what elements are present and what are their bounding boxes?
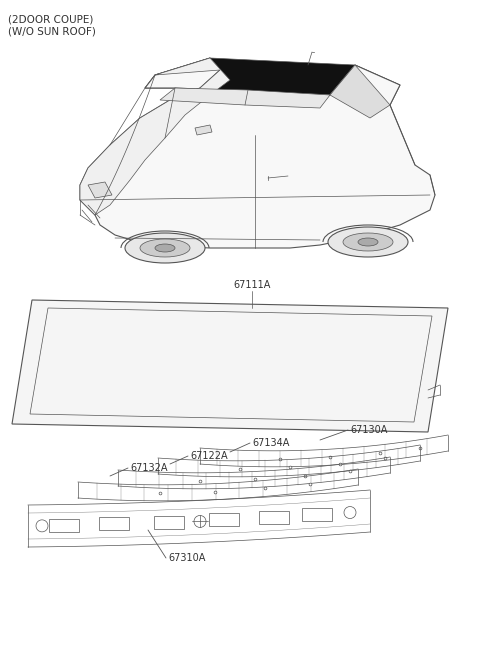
Bar bbox=[99, 518, 129, 531]
Polygon shape bbox=[330, 65, 400, 105]
Polygon shape bbox=[80, 58, 230, 215]
Bar bbox=[154, 516, 184, 529]
Circle shape bbox=[344, 506, 356, 518]
Polygon shape bbox=[330, 65, 390, 118]
Text: 67310A: 67310A bbox=[168, 553, 205, 563]
Text: (2DOOR COUPE): (2DOOR COUPE) bbox=[8, 14, 94, 24]
Circle shape bbox=[36, 520, 48, 532]
Ellipse shape bbox=[328, 227, 408, 257]
Ellipse shape bbox=[125, 233, 205, 263]
Text: 67122A: 67122A bbox=[190, 451, 228, 461]
Polygon shape bbox=[145, 58, 210, 88]
Polygon shape bbox=[12, 300, 448, 432]
Bar bbox=[259, 510, 289, 523]
Text: 67111A: 67111A bbox=[233, 280, 271, 290]
Ellipse shape bbox=[155, 244, 175, 252]
Text: 67134A: 67134A bbox=[252, 438, 289, 448]
Text: 67132A: 67132A bbox=[130, 463, 168, 473]
Bar bbox=[209, 513, 239, 526]
Bar bbox=[49, 518, 79, 531]
Ellipse shape bbox=[358, 238, 378, 246]
Polygon shape bbox=[80, 58, 435, 248]
Polygon shape bbox=[195, 125, 212, 135]
Polygon shape bbox=[145, 58, 400, 105]
Ellipse shape bbox=[343, 233, 393, 251]
Text: 67130A: 67130A bbox=[350, 425, 387, 435]
Ellipse shape bbox=[140, 239, 190, 257]
Text: (W/O SUN ROOF): (W/O SUN ROOF) bbox=[8, 26, 96, 36]
Polygon shape bbox=[88, 182, 112, 198]
Bar bbox=[302, 508, 332, 521]
Circle shape bbox=[194, 516, 206, 527]
Polygon shape bbox=[160, 88, 330, 108]
